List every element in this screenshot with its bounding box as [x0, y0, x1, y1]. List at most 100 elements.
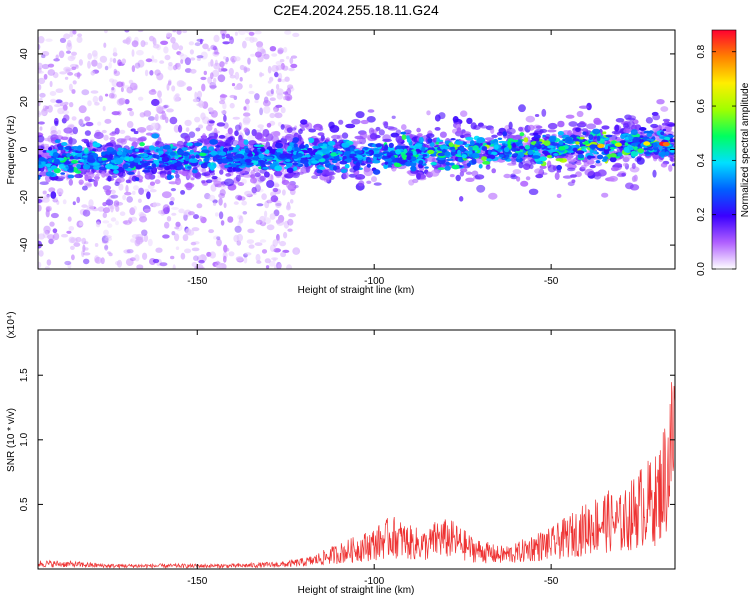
heatmap-cell — [345, 123, 356, 129]
heatmap-cell — [623, 146, 630, 153]
heatmap-cell — [60, 136, 69, 141]
heatmap-cell — [625, 182, 634, 190]
heatmap-cell — [244, 147, 250, 154]
spectrogram-y-label: Frequency (Hz) — [6, 116, 17, 185]
spectrogram-heatmap — [38, 30, 675, 269]
heatmap-cell — [316, 169, 323, 174]
heatmap-cell — [633, 146, 638, 149]
heatmap-cell — [524, 160, 533, 167]
heatmap-cell — [138, 179, 143, 183]
heatmap-cell — [491, 134, 498, 138]
heatmap-cell — [178, 81, 187, 87]
heatmap-cell — [101, 240, 109, 244]
heatmap-cell — [94, 102, 100, 106]
heatmap-cell — [360, 119, 369, 125]
heatmap-cell — [487, 149, 492, 155]
heatmap-cell — [174, 155, 179, 159]
heatmap-cell — [101, 129, 107, 134]
heatmap-cell — [547, 122, 558, 130]
heatmap-cell — [518, 104, 526, 113]
heatmap-cell — [324, 169, 335, 176]
y-tick-label: 0.5 — [19, 497, 30, 511]
heatmap-cell — [345, 147, 351, 153]
heatmap-cell — [431, 157, 438, 163]
heatmap-cell — [168, 61, 173, 67]
heatmap-cell — [131, 49, 135, 57]
heatmap-cell — [609, 153, 617, 158]
heatmap-cell — [175, 246, 180, 250]
heatmap-cell — [110, 217, 117, 222]
heatmap-cell — [630, 129, 638, 136]
heatmap-cell — [237, 220, 241, 228]
heatmap-cell — [277, 122, 282, 127]
heatmap-cell — [284, 76, 290, 82]
heatmap-cell — [273, 108, 278, 114]
heatmap-cell — [369, 133, 377, 140]
heatmap-cell — [372, 169, 381, 175]
heatmap-cell — [127, 107, 133, 112]
heatmap-cell — [242, 211, 248, 215]
heatmap-cell — [171, 169, 176, 173]
heatmap-cell — [95, 221, 101, 228]
heatmap-cell — [311, 160, 320, 164]
heatmap-cell — [92, 95, 99, 104]
heatmap-cell — [209, 139, 218, 145]
heatmap-cell — [187, 166, 192, 169]
heatmap-cell — [631, 137, 641, 142]
heatmap-cell — [116, 177, 125, 183]
heatmap-cell — [264, 258, 271, 264]
heatmap-cell — [133, 157, 141, 163]
heatmap-cell — [284, 30, 292, 35]
heatmap-cell — [625, 117, 636, 121]
heatmap-cell — [264, 210, 268, 218]
heatmap-cell — [605, 134, 613, 138]
heatmap-cell — [270, 174, 274, 182]
heatmap-cell — [92, 162, 101, 166]
heatmap-cell — [218, 197, 223, 206]
heatmap-cell — [273, 248, 282, 253]
heatmap-cell — [138, 187, 145, 195]
heatmap-cell — [70, 159, 79, 164]
heatmap-cell — [209, 165, 215, 171]
heatmap-cell — [180, 190, 186, 195]
heatmap-cell — [137, 59, 145, 68]
heatmap-cell — [589, 144, 597, 150]
heatmap-cell — [188, 41, 195, 46]
heatmap-cell — [482, 161, 491, 165]
heatmap-cell — [63, 101, 69, 106]
heatmap-cell — [63, 127, 73, 134]
heatmap-cell — [242, 119, 250, 126]
heatmap-cell — [183, 211, 188, 216]
colorbar: 0.0 0.2 0.4 0.6 0.8 Normalized spectral ampl… — [696, 29, 750, 276]
heatmap-cell — [52, 228, 58, 234]
snr-exponent-label: (x10⁴) — [6, 311, 17, 338]
heatmap-cell — [476, 137, 486, 144]
heatmap-cell — [129, 207, 136, 216]
heatmap-cell — [460, 168, 468, 173]
heatmap-cell — [54, 139, 61, 144]
heatmap-cell — [166, 32, 172, 38]
heatmap-cell — [70, 245, 75, 250]
heatmap-cell — [535, 125, 543, 129]
heatmap-cell — [391, 115, 396, 120]
heatmap-cell — [247, 135, 255, 142]
heatmap-cell — [75, 236, 82, 243]
heatmap-cell — [38, 175, 41, 181]
heatmap-cell — [74, 173, 84, 179]
heatmap-cell — [314, 127, 321, 131]
heatmap-cell — [224, 178, 235, 187]
snr-x-label: Height of straight line (km) — [298, 585, 415, 596]
heatmap-cell — [437, 167, 445, 171]
heatmap-cell — [178, 45, 184, 51]
heatmap-cell — [72, 201, 76, 206]
heatmap-cell — [273, 183, 280, 188]
heatmap-cell — [169, 151, 176, 156]
heatmap-cell — [286, 182, 295, 189]
heatmap-cell — [277, 236, 281, 244]
heatmap-cell — [401, 153, 406, 159]
heatmap-cell — [213, 235, 220, 240]
heatmap-cell — [45, 149, 54, 153]
heatmap-cell — [367, 159, 372, 163]
heatmap-cell — [116, 150, 123, 156]
heatmap-cell — [669, 138, 674, 143]
